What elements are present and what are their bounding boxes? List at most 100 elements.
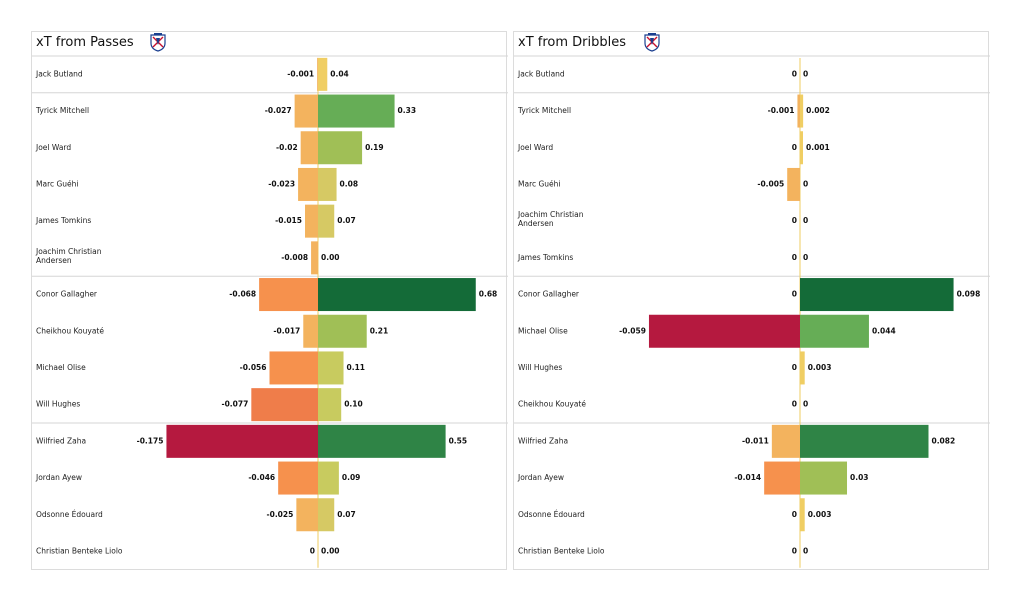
player-name: Cheikhou Kouyaté [518, 400, 586, 409]
negative-value-label: -0.059 [619, 326, 646, 335]
positive-value-label: 0.00 [321, 546, 340, 555]
player-name: Will Hughes [518, 363, 562, 372]
negative-xt-bar [298, 167, 318, 201]
negative-xt-bar [278, 461, 318, 495]
panel-title: xT from Dribbles [518, 35, 627, 50]
negative-value-label: 0 [792, 290, 797, 299]
negative-xt-bar [305, 204, 318, 238]
player-name: Tyrick Mitchell [35, 106, 89, 115]
positive-xt-bar [800, 461, 848, 495]
positive-value-label: 0 [803, 216, 808, 225]
player-name: Conor Gallagher [36, 290, 98, 299]
negative-value-label: 0 [792, 253, 797, 262]
negative-value-label: -0.077 [221, 400, 248, 409]
player-name: Marc Guéhi [518, 179, 561, 188]
player-name: Jordan Ayew [35, 473, 82, 482]
negative-value-label: -0.175 [137, 436, 164, 445]
negative-xt-bar [269, 351, 318, 385]
positive-xt-bar [318, 131, 363, 165]
negative-value-label: -0.027 [265, 106, 292, 115]
negative-xt-bar [787, 167, 800, 201]
positive-xt-bar [800, 314, 869, 348]
negative-xt-bar [317, 57, 318, 91]
positive-value-label: 0.21 [370, 326, 389, 335]
positive-xt-bar [800, 498, 805, 532]
player-name: Joel Ward [517, 143, 553, 152]
positive-value-label: 0.082 [931, 436, 955, 445]
player-name: Wilfried Zaha [36, 436, 86, 445]
player-name: Conor Gallagher [518, 290, 580, 299]
positive-xt-bar [800, 94, 804, 128]
negative-value-label: -0.014 [734, 473, 761, 482]
negative-value-label: -0.001 [768, 106, 795, 115]
xt-passes-panel: xT from Passes Jack Butland -0.001 0.04 Tyr… [31, 31, 508, 570]
negative-xt-bar [771, 424, 800, 458]
negative-xt-bar [311, 241, 318, 275]
negative-value-label: -0.017 [273, 326, 300, 335]
negative-xt-bar [251, 388, 318, 422]
negative-xt-bar [259, 278, 318, 312]
negative-value-label: 0 [792, 363, 797, 372]
positive-value-label: 0.09 [342, 473, 361, 482]
positive-xt-bar [318, 388, 342, 422]
positive-value-label: 0.10 [344, 400, 363, 409]
positive-value-label: 0.55 [449, 436, 468, 445]
negative-xt-bar [296, 498, 318, 532]
player-name: Michael Olise [518, 326, 568, 335]
positive-value-label: 0 [803, 253, 808, 262]
negative-value-label: -0.068 [229, 290, 256, 299]
negative-value-label: -0.02 [276, 143, 298, 152]
positive-value-label: 0.003 [808, 510, 832, 519]
negative-value-label: 0 [792, 143, 797, 152]
positive-xt-bar [318, 94, 395, 128]
positive-xt-bar [318, 278, 476, 312]
positive-value-label: 0.11 [347, 363, 366, 372]
player-name: Joachim Christian Andersen [35, 247, 102, 265]
player-name: Joel Ward [35, 143, 71, 152]
player-name: Christian Benteke Liolo [518, 546, 605, 555]
player-name: Wilfried Zaha [518, 436, 568, 445]
negative-value-label: -0.023 [268, 179, 295, 188]
player-name: Christian Benteke Liolo [36, 546, 123, 555]
negative-value-label: -0.056 [240, 363, 267, 372]
negative-value-label: -0.046 [248, 473, 275, 482]
player-name: Jack Butland [35, 69, 83, 78]
negative-value-label: -0.005 [757, 179, 784, 188]
positive-value-label: 0.044 [872, 326, 896, 335]
player-name: Cheikhou Kouyaté [36, 326, 104, 335]
positive-xt-bar [318, 167, 337, 201]
crystal-palace-crest-icon [644, 33, 660, 52]
positive-value-label: 0 [803, 400, 808, 409]
positive-value-label: 0.003 [808, 363, 832, 372]
positive-value-label: 0.33 [398, 106, 417, 115]
negative-value-label: 0 [792, 510, 797, 519]
negative-value-label: -0.025 [267, 510, 294, 519]
negative-value-label: 0 [792, 69, 797, 78]
positive-value-label: 0 [803, 546, 808, 555]
xt-passes-chart: Jack Butland -0.001 0.04 Tyrick Mitchell -0.… [32, 55, 508, 568]
positive-xt-bar [318, 314, 367, 348]
positive-value-label: 0 [803, 179, 808, 188]
positive-value-label: 0.098 [957, 290, 981, 299]
positive-xt-bar [800, 351, 805, 385]
positive-xt-bar [800, 424, 929, 458]
player-name: Jordan Ayew [517, 473, 564, 482]
positive-xt-bar [318, 498, 335, 532]
positive-xt-bar [800, 131, 803, 165]
negative-value-label: -0.008 [281, 253, 308, 262]
negative-value-label: 0 [792, 216, 797, 225]
negative-value-label: 0 [310, 546, 315, 555]
positive-xt-bar [318, 57, 328, 91]
player-name: Michael Olise [36, 363, 86, 372]
positive-xt-bar [318, 461, 339, 495]
negative-xt-bar [300, 131, 318, 165]
negative-xt-bar [648, 314, 800, 348]
player-name: Odsonne Édouard [36, 510, 103, 519]
player-name: James Tomkins [517, 253, 573, 262]
negative-xt-bar [294, 94, 318, 128]
positive-xt-bar [318, 424, 446, 458]
negative-xt-bar [764, 461, 800, 495]
crystal-palace-crest-icon [150, 33, 166, 52]
positive-value-label: 0.03 [850, 473, 869, 482]
